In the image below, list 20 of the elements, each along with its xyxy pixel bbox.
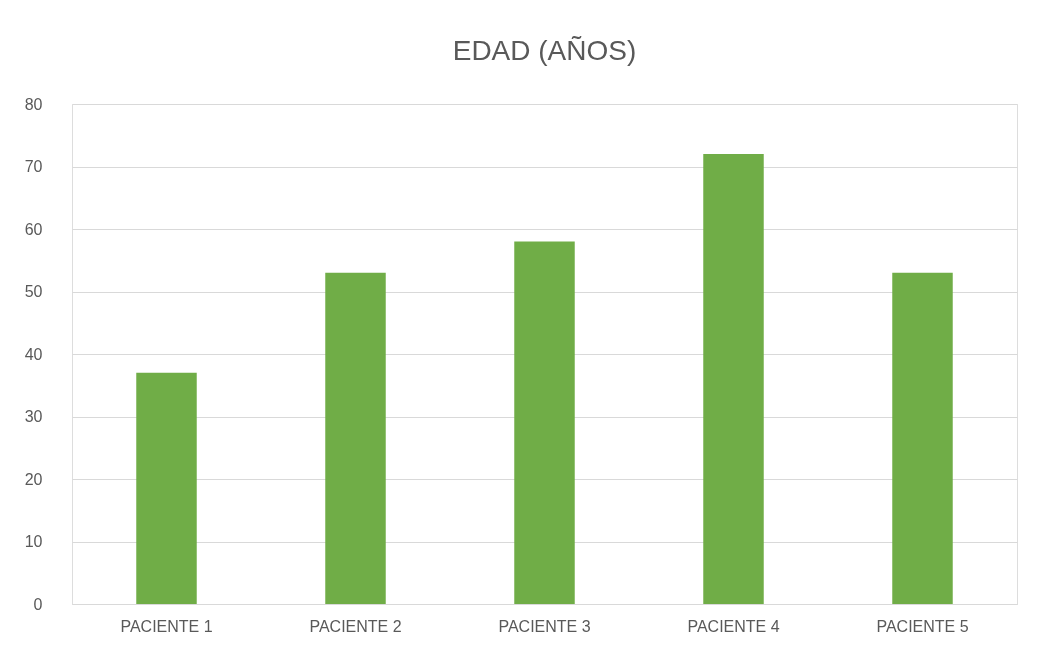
y-tick-label: 50 — [24, 283, 43, 300]
y-tick-label: 30 — [24, 408, 43, 425]
x-tick-label: PACIENTE 3 — [498, 617, 591, 635]
bar — [136, 372, 197, 604]
chart-title: EDAD (AÑOS) — [452, 35, 637, 66]
y-tick-label: 70 — [24, 158, 43, 175]
x-tick-label: PACIENTE 2 — [309, 617, 402, 635]
bar — [514, 241, 575, 604]
x-tick-label: PACIENTE 4 — [687, 617, 780, 635]
x-tick-label: PACIENTE 5 — [876, 617, 969, 635]
y-tick-label: 60 — [24, 220, 43, 238]
x-tick-label: PACIENTE 1 — [120, 617, 213, 635]
y-tick-label: 10 — [24, 533, 43, 550]
y-tick-label: 80 — [24, 95, 43, 113]
bar — [703, 154, 764, 604]
y-tick-label: 20 — [24, 470, 43, 488]
y-tick-label: 0 — [33, 595, 43, 613]
bar — [892, 272, 953, 604]
bar — [325, 272, 386, 604]
y-tick-label: 40 — [24, 345, 43, 363]
